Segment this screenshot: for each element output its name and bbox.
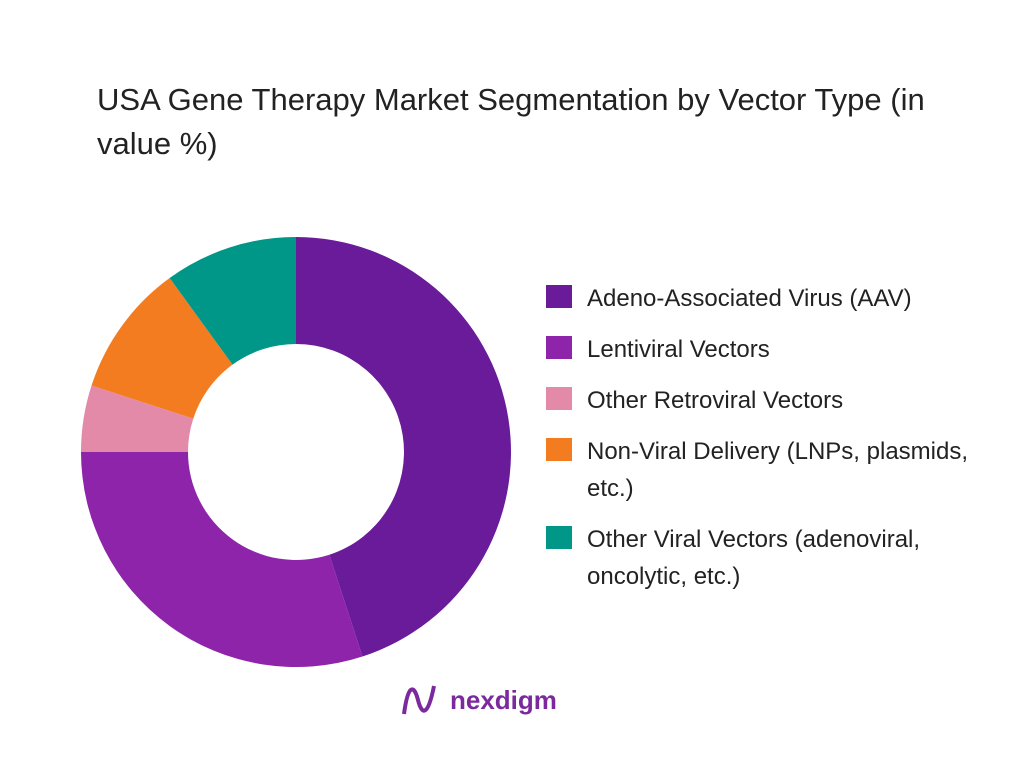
donut-segment	[81, 452, 363, 668]
legend-item: Other Viral Vectors (adenoviral, oncolyt…	[546, 521, 986, 595]
donut-segment	[81, 385, 194, 452]
legend-label: Lentiviral Vectors	[587, 336, 770, 363]
legend-item: Adeno-Associated Virus (AAV)	[546, 280, 986, 317]
legend: Adeno-Associated Virus (AAV) Lentiviral V…	[546, 280, 986, 609]
donut-segment	[91, 278, 233, 419]
donut-segment	[296, 237, 512, 657]
legend-item: Non-Viral Delivery (LNPs, plasmids, etc.…	[546, 433, 986, 507]
chart-title: USA Gene Therapy Market Segmentation by …	[97, 82, 925, 161]
legend-item: Other Retroviral Vectors	[546, 382, 986, 419]
legend-item: Lentiviral Vectors	[546, 331, 986, 368]
logo-text: nexdigm	[450, 684, 557, 715]
legend-label: Other Viral Vectors (adenoviral, oncolyt…	[587, 526, 921, 590]
donut-segment	[169, 237, 296, 365]
donut-chart	[81, 237, 512, 668]
legend-swatch	[546, 336, 572, 359]
legend-swatch	[546, 438, 572, 461]
legend-swatch	[546, 285, 572, 308]
logo: nexdigm	[400, 680, 557, 720]
legend-label: Non-Viral Delivery (LNPs, plasmids, etc.…	[587, 438, 968, 502]
legend-label: Other Retroviral Vectors	[587, 387, 844, 414]
legend-swatch	[546, 526, 572, 549]
legend-label: Adeno-Associated Virus (AAV)	[587, 285, 912, 312]
logo-icon	[402, 685, 436, 715]
legend-swatch	[546, 387, 572, 410]
